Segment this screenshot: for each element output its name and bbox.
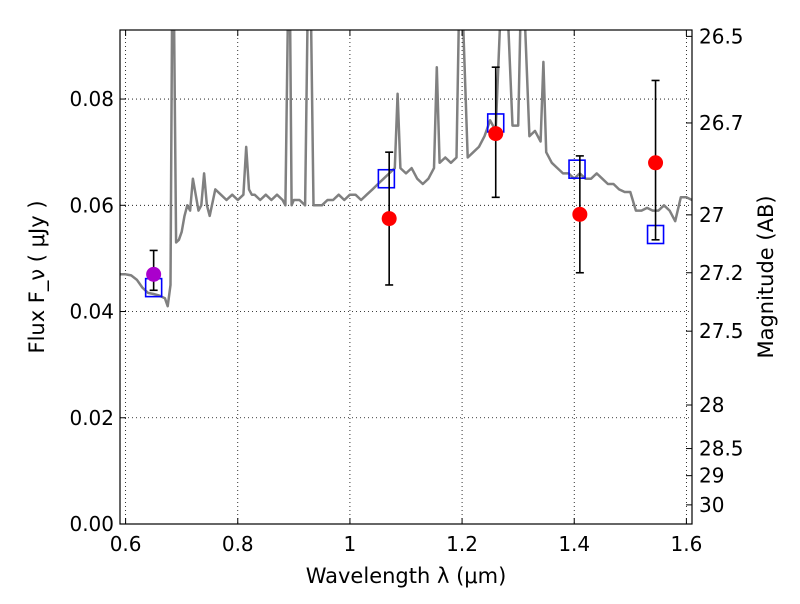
- plot-data: [120, 30, 692, 308]
- y-axis-label: Flux F_ν ( μJy ): [25, 200, 50, 353]
- observed-photometry-point: [381, 211, 397, 227]
- observed-photometry-point: [572, 206, 588, 222]
- y-right-tick-label: 26.7: [699, 111, 744, 135]
- spectrum-line: [120, 30, 692, 308]
- y-tick-label: 0.06: [69, 193, 114, 217]
- x-tick-label: 1.6: [670, 532, 702, 556]
- y-right-tick-label: 28: [699, 393, 724, 417]
- y-axis-right-label: Magnitude (AB): [754, 195, 778, 358]
- y-right-tick-label: 29: [699, 464, 724, 488]
- y-tick-label: 0.04: [69, 300, 114, 324]
- observed-photometry-point: [146, 266, 162, 282]
- observed-photometry-point: [488, 126, 504, 142]
- model-photometry-square: [568, 159, 586, 179]
- plot-area-background: [120, 30, 692, 524]
- x-axis-label: Wavelength λ (μm): [306, 564, 507, 588]
- y-right-tick-label: 27.2: [699, 261, 744, 285]
- y-tick-label: 0.02: [69, 406, 114, 430]
- y-right-tick-label: 30: [699, 493, 724, 517]
- y-right-tick-label: 27: [699, 203, 724, 227]
- x-tick-label: 0.8: [222, 532, 254, 556]
- model-photometry-square: [377, 168, 396, 189]
- y-right-tick-label: 26.5: [699, 24, 744, 48]
- x-tick-label: 1.4: [558, 532, 590, 556]
- observed-photometry-point: [648, 155, 664, 171]
- y-tick-label: 0.00: [69, 512, 114, 536]
- y-tick-label: 0.08: [69, 87, 114, 111]
- x-tick-label: 1: [344, 532, 357, 556]
- x-tick-label: 1.2: [446, 532, 478, 556]
- y-right-tick-label: 28.5: [699, 437, 744, 461]
- x-tick-label: 0.6: [110, 532, 142, 556]
- y-right-tick-label: 27.5: [699, 319, 744, 343]
- plot-frame: [119, 29, 693, 525]
- axis-ticks: 0.6 0.8 1 1.2 1.4 1.6 0.00 0.02 0.04 0.06 0.08 26.5…: [69, 24, 743, 556]
